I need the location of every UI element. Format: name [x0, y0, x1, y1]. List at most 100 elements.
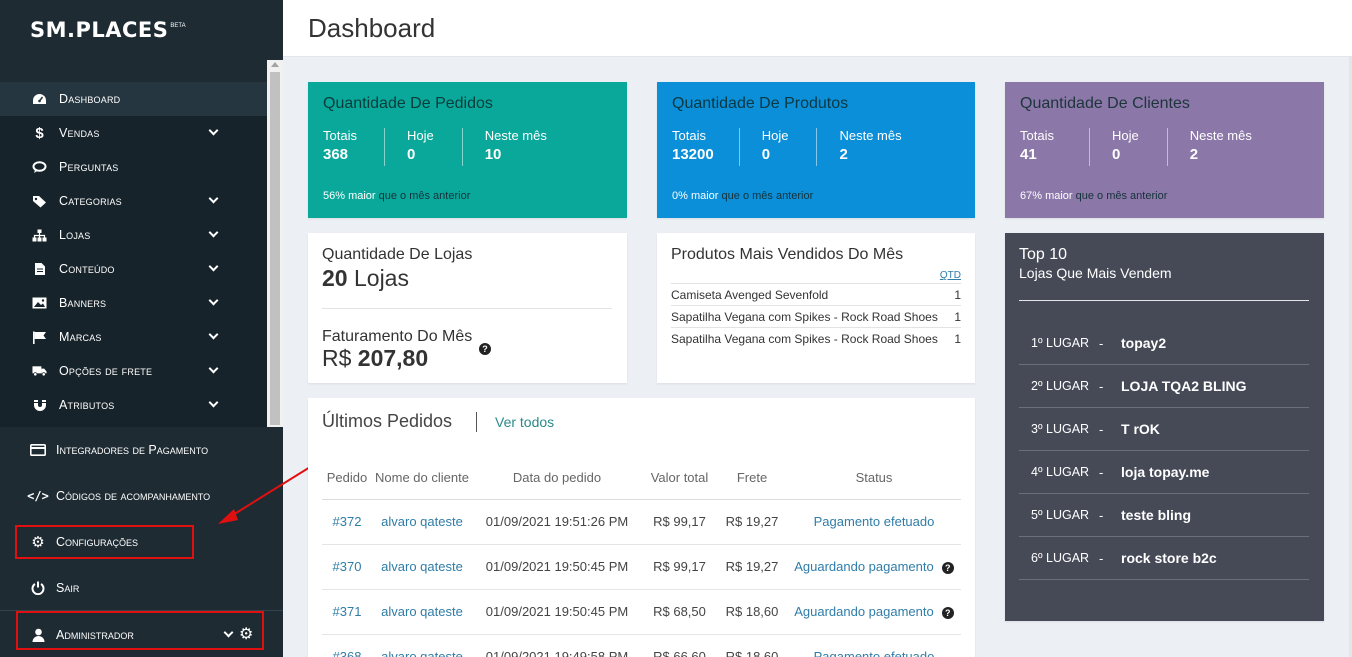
table-row[interactable]: #371 alvaro qateste 01/09/2021 19:50:45 PM…: [322, 589, 961, 635]
sidebar-item-banners[interactable]: Banners: [0, 286, 267, 320]
order-id-link[interactable]: #368: [332, 649, 362, 657]
help-icon[interactable]: ?: [479, 343, 491, 355]
table-cell: R$ 18,60: [717, 634, 787, 657]
order-date: 01/09/2021 19:51:26 PM: [485, 514, 629, 529]
table-row[interactable]: #370 alvaro qateste 01/09/2021 19:50:45 PM…: [322, 544, 961, 590]
table-cell: Pagamento efetuado: [787, 499, 961, 545]
product-name: Camiseta Avenged Sevenfold: [671, 287, 829, 302]
sidebar-item-categorias[interactable]: Categorias: [0, 184, 267, 218]
rank-separator: -: [1099, 335, 1104, 351]
sidebar-item-label: Perguntas: [59, 160, 119, 174]
store-name: loja topay.me: [1121, 464, 1210, 480]
order-total: R$ 99,17: [653, 559, 706, 574]
client-name-link[interactable]: alvaro qateste: [381, 604, 463, 619]
order-status[interactable]: Aguardando pagamento: [794, 559, 934, 574]
chevron-down-icon: [208, 227, 219, 238]
view-all-link[interactable]: Ver todos: [495, 414, 555, 430]
table-cell: #368: [322, 634, 372, 657]
brand-logo[interactable]: SM.PLACES BETA: [0, 0, 283, 60]
stores-card: Quantidade De Lojas 20 Lojas Faturamento…: [308, 233, 627, 383]
sidebar-item-integradores-pagamento[interactable]: Integradores de Pagamento: [0, 428, 283, 472]
sidebar-item-dashboard[interactable]: Dashboard: [0, 82, 267, 116]
help-icon[interactable]: ?: [941, 561, 954, 574]
store-name: topay2: [1121, 335, 1167, 351]
stores-title: Quantidade De Lojas: [322, 246, 473, 263]
sidebar-item-opcoes-frete[interactable]: Opções de frete: [0, 354, 267, 388]
rank-separator: -: [1099, 464, 1104, 480]
client-name-link[interactable]: alvaro qateste: [381, 514, 463, 529]
sidebar-item-sair[interactable]: Sair: [0, 566, 283, 610]
dashboard-icon: [32, 92, 47, 107]
table-row[interactable]: #368 alvaro qateste 01/09/2021 19:49:58 PM…: [322, 634, 961, 657]
file-icon: [32, 262, 47, 277]
rank-separator: -: [1099, 421, 1104, 437]
sidebar-item-configuracoes[interactable]: ⚙ Configurações: [0, 520, 283, 564]
stores-count-number: 20: [322, 265, 348, 291]
flag-icon: [32, 330, 47, 345]
stat-value-totais: 368: [323, 146, 349, 163]
stat-card-pedidos: Quantidade De Pedidos Totais 368 Hoje 0 Ne…: [308, 82, 627, 218]
order-status[interactable]: Pagamento efetuado: [813, 649, 935, 657]
list-item: Sapatilha Vegana com Spikes - Rock Road …: [671, 305, 961, 327]
sidebar-item-conteudo[interactable]: Conteúdo: [0, 252, 267, 286]
sidebar-item-label: Lojas: [59, 228, 91, 242]
order-status[interactable]: Aguardando pagamento: [794, 604, 934, 619]
qty-column-header[interactable]: QTD: [939, 270, 961, 281]
table-header-row: Pedido Nome do cliente Data do pedido Va…: [322, 457, 961, 500]
store-name: LOJA TQA2 BLING: [1121, 378, 1247, 394]
stat-title: Quantidade De Clientes: [1020, 95, 1190, 112]
rank-separator: -: [1099, 507, 1104, 523]
sidebar-item-perguntas[interactable]: Perguntas: [0, 150, 267, 184]
rank-position: 1º LUGAR: [1031, 336, 1090, 350]
code-icon: </>: [27, 489, 49, 503]
stat-growth-text: que o mês anterior: [378, 190, 471, 202]
table-cell: R$ 19,27: [717, 499, 787, 545]
page-scrollbar[interactable]: [1349, 57, 1352, 657]
table-cell: 01/09/2021 19:51:26 PM: [472, 499, 642, 545]
order-date: 01/09/2021 19:50:45 PM: [485, 559, 629, 574]
page-title: Dashboard: [308, 13, 436, 43]
list-item: Sapatilha Vegana com Spikes - Rock Road …: [671, 327, 961, 349]
scroll-up-arrow-icon[interactable]: [271, 62, 279, 67]
help-icon[interactable]: ?: [941, 606, 954, 619]
user-menu[interactable]: Administrador ⚙: [0, 613, 283, 657]
stat-footer: 67% maior que o mês anterior: [1020, 190, 1167, 202]
scrollbar-thumb[interactable]: [270, 72, 280, 425]
chevron-down-icon: [208, 261, 219, 272]
order-id-link[interactable]: #370: [332, 559, 362, 574]
top10-title: Top 10: [1019, 246, 1068, 263]
sidebar-item-label: Vendas: [59, 126, 100, 140]
sidebar-item-lojas[interactable]: Lojas: [0, 218, 267, 252]
orders-title: Últimos Pedidos: [322, 411, 453, 431]
order-id-link[interactable]: #372: [332, 514, 362, 529]
stat-value-mes: 2: [1189, 146, 1199, 163]
order-date: 01/09/2021 19:50:45 PM: [485, 604, 629, 619]
chevron-down-icon: [208, 363, 219, 374]
stat-title: Quantidade De Produtos: [672, 95, 849, 112]
store-name: T rOK: [1121, 421, 1160, 437]
order-id-link[interactable]: #371: [332, 604, 362, 619]
sidebar-item-marcas[interactable]: Marcas: [0, 320, 267, 354]
product-qty: 1: [954, 331, 961, 346]
sidebar-scrollbar[interactable]: [267, 60, 283, 427]
sidebar-item-codigos-acompanhamento[interactable]: </> Códigos de acompanhamento: [0, 474, 283, 518]
top10-divider: [1019, 300, 1309, 301]
client-name-link[interactable]: alvaro qateste: [381, 559, 463, 574]
stat-growth: 56% maior: [323, 190, 376, 202]
order-status[interactable]: Pagamento efetuado: [813, 514, 935, 529]
table-cell: 01/09/2021 19:49:58 PM: [472, 634, 642, 657]
order-freight: R$ 18,60: [725, 649, 779, 657]
revenue-value: R$ 207,80: [322, 345, 428, 372]
client-name-link[interactable]: alvaro qateste: [381, 649, 463, 657]
stores-divider: [322, 308, 612, 309]
sidebar-item-vendas[interactable]: $ Vendas: [0, 116, 267, 150]
table-cell: #372: [322, 499, 372, 545]
list-item: Camiseta Avenged Sevenfold 1: [671, 283, 961, 305]
sidebar-item-atributos[interactable]: Atributos: [0, 388, 267, 422]
table-cell: R$ 99,17: [642, 499, 717, 545]
table-cell: R$ 66,60: [642, 634, 717, 657]
bestsellers-card: Produtos Mais Vendidos Do Mês QTD Camise…: [657, 233, 975, 383]
table-row[interactable]: #372 alvaro qateste 01/09/2021 19:51:26 PM…: [322, 499, 961, 545]
product-name: Sapatilha Vegana com Spikes - Rock Road …: [671, 331, 938, 346]
user-settings-gear-icon[interactable]: ⚙: [239, 626, 254, 643]
